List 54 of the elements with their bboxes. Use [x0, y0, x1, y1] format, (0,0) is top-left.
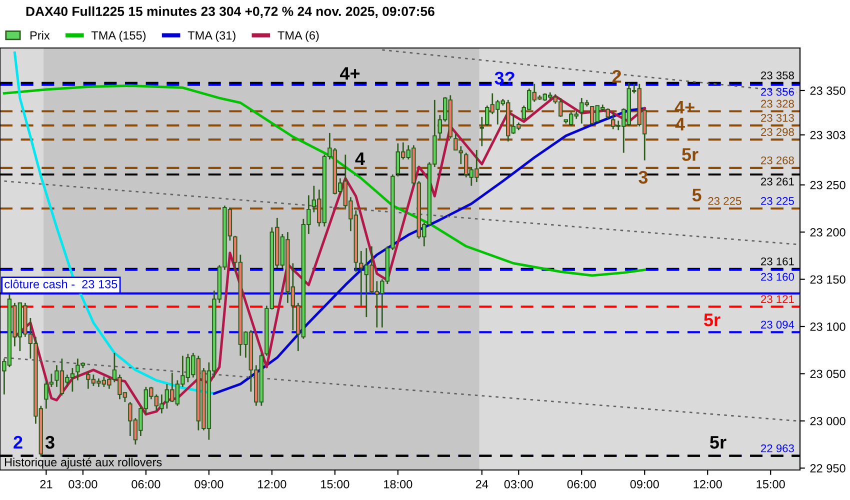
x-tick-label: 06:00	[567, 480, 596, 488]
annotation: 2	[14, 436, 22, 449]
x-tick-label: 03:00	[504, 480, 533, 488]
ref-line-label: 23 121	[761, 295, 794, 304]
ref-line-label: 23 225	[761, 197, 794, 205]
y-tick-label: 22 950	[810, 464, 846, 473]
ref-line-label: 23 161	[761, 257, 794, 266]
x-tick-label: 15:00	[321, 480, 350, 488]
x-tick-label: 12:00	[258, 480, 286, 488]
ref-line-label: 23 328	[761, 100, 794, 108]
annotation: 5r	[704, 314, 720, 326]
x-tick-label: 15:00	[756, 480, 785, 488]
annotation: 3	[45, 436, 54, 449]
ref-line-label: 23 356	[761, 88, 794, 96]
x-tick-label: 03:00	[68, 480, 98, 488]
annotation: 4	[355, 152, 365, 165]
ref-line-label: 22 963	[761, 444, 794, 452]
y-tick-label: 23 350	[810, 86, 846, 95]
annotation: 3	[638, 170, 648, 184]
legend-label: TMA (6)	[278, 30, 319, 42]
ref-line-label: 23 268	[761, 156, 794, 164]
legend-label: Prix	[30, 30, 50, 40]
y-tick-label: 23 250	[810, 180, 846, 190]
annotation: 5r	[710, 436, 726, 449]
y-tick-label: 23 000	[810, 416, 846, 426]
x-tick-label: 12:00	[694, 480, 722, 488]
x-tick-label: 06:00	[132, 480, 160, 488]
y-tick-label: 23 200	[810, 228, 846, 236]
ref-line-label: 23 094	[761, 320, 794, 329]
y-tick-label: 23 100	[810, 322, 846, 331]
legend-label: TMA (31)	[188, 30, 236, 42]
ref-line-label: 23 225	[708, 197, 742, 205]
ref-line-label: 23 160	[761, 272, 794, 281]
chart-title: DAX40 Full1225 15 minutes 23 304 +0,72 % 24 nov. 2025, 09:07:56	[26, 6, 434, 18]
annotation: 5	[692, 188, 702, 202]
annotation: 4+	[340, 67, 360, 80]
annotation: Historique ajusté aux rollovers	[4, 458, 162, 469]
ref-line-label: 23 313	[761, 114, 794, 122]
annotation: 5r	[682, 148, 698, 161]
ref-line-label: 23 261	[761, 178, 794, 186]
x-tick-label: 09:00	[630, 480, 659, 488]
x-tick-label: 18:00	[384, 480, 412, 488]
annotation: 2	[612, 70, 622, 83]
y-tick-label: 23 303	[810, 130, 846, 140]
annotation: 3?	[494, 72, 514, 85]
x-tick-label: 21	[40, 480, 52, 488]
y-tick-label: 23 150	[810, 275, 846, 284]
x-tick-label: 09:00	[194, 480, 224, 488]
y-tick-label: 23 050	[810, 370, 846, 378]
x-tick-label: 24	[476, 480, 488, 488]
legend-label: TMA (155)	[91, 30, 146, 42]
ref-line-label: clôture cash - 23 135	[4, 280, 118, 288]
ref-line-label: 23 358	[761, 71, 794, 80]
ref-line-label: 23 298	[761, 128, 794, 136]
